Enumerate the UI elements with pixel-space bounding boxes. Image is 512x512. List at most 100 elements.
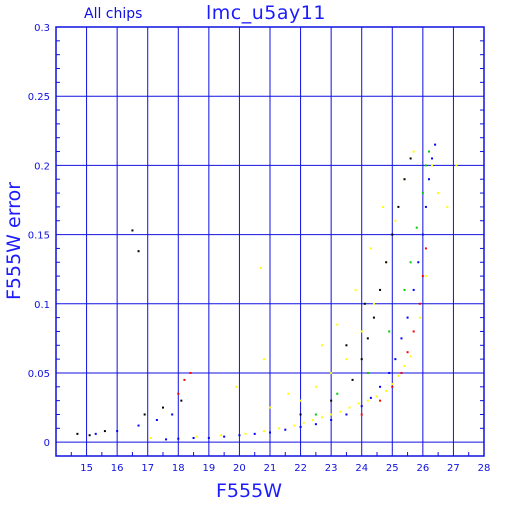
x-tick-label: 25 [386, 463, 399, 474]
y-tick-label: 0 [44, 438, 50, 449]
data-point [330, 399, 333, 402]
data-point [223, 435, 226, 438]
x-tick-label: 17 [141, 463, 154, 474]
chart-subtitle: All chips [84, 6, 143, 22]
data-point [406, 316, 409, 319]
data-point [88, 434, 91, 437]
data-point [372, 302, 375, 305]
data-point [400, 371, 403, 374]
data-point [434, 143, 437, 146]
x-tick-label: 21 [264, 463, 277, 474]
data-point [391, 233, 394, 236]
plot-frame [55, 26, 485, 457]
data-point [284, 428, 287, 431]
data-point [360, 330, 363, 333]
data-point [162, 406, 164, 409]
data-point [369, 396, 372, 399]
data-point [143, 413, 146, 416]
data-point [76, 432, 79, 435]
data-point [363, 302, 366, 305]
data-point [354, 288, 357, 291]
data-point [137, 250, 140, 253]
data-point [330, 413, 333, 416]
data-point [351, 378, 354, 381]
data-point [293, 424, 296, 427]
data-point [357, 402, 360, 405]
data-point [424, 205, 427, 208]
data-point [385, 389, 388, 392]
data-point [409, 157, 412, 160]
data-point [253, 432, 256, 435]
data-point [397, 205, 400, 208]
data-point [269, 406, 271, 409]
data-point [235, 385, 238, 388]
data-point [427, 150, 430, 153]
data-point [155, 419, 158, 422]
data-point [421, 275, 424, 278]
data-point [424, 247, 427, 250]
data-point [131, 229, 134, 232]
data-point [314, 385, 317, 388]
y-tick-label: 0.3 [34, 23, 50, 34]
data-point [409, 261, 412, 264]
x-tick-label: 16 [111, 463, 124, 474]
data-point [366, 371, 369, 374]
x-tick-label: 19 [202, 463, 215, 474]
x-axis-label: F555W [216, 480, 282, 502]
data-point [207, 437, 210, 440]
data-point [259, 266, 262, 269]
y-tick-label: 0.1 [34, 300, 50, 311]
data-point [302, 421, 305, 424]
data-point [238, 434, 241, 437]
data-point [336, 392, 339, 395]
data-point [427, 178, 430, 181]
data-point [314, 423, 317, 426]
data-point [262, 430, 265, 433]
data-point [415, 226, 418, 229]
data-point [165, 438, 168, 441]
data-point [437, 192, 440, 195]
data-point [376, 395, 378, 398]
data-point [345, 344, 348, 347]
x-tick-label: 20 [233, 463, 246, 474]
data-point [400, 337, 403, 340]
x-tick-label: 23 [325, 463, 338, 474]
data-point [424, 275, 427, 278]
data-point [345, 358, 348, 361]
data-point [379, 385, 382, 388]
data-point [287, 392, 290, 395]
data-point [262, 358, 265, 361]
data-point [244, 432, 247, 435]
data-point [149, 437, 152, 440]
data-point [116, 430, 119, 433]
x-tick-label: 24 [355, 463, 368, 474]
data-point [348, 406, 351, 409]
data-point [388, 371, 391, 374]
data-point [180, 399, 183, 402]
data-point [360, 358, 363, 361]
x-tick-label: 26 [416, 463, 429, 474]
data-point [379, 399, 382, 402]
y-tick-label: 0.05 [28, 369, 50, 380]
data-point [192, 437, 195, 440]
data-point [455, 164, 458, 167]
data-point [403, 288, 406, 291]
data-point [299, 413, 302, 416]
data-point [311, 419, 314, 422]
data-point [391, 383, 394, 386]
data-point [394, 358, 397, 361]
data-point [336, 323, 339, 326]
data-point [391, 385, 394, 388]
data-point [382, 205, 385, 208]
data-point [418, 316, 421, 319]
data-point [412, 288, 415, 291]
data-point [397, 374, 400, 377]
x-tick-label: 28 [478, 463, 491, 474]
data-point [299, 399, 302, 402]
data-point [412, 150, 415, 153]
data-point [403, 365, 406, 368]
data-point [366, 337, 369, 340]
x-tick-label: 15 [80, 463, 93, 474]
data-point [360, 405, 363, 408]
